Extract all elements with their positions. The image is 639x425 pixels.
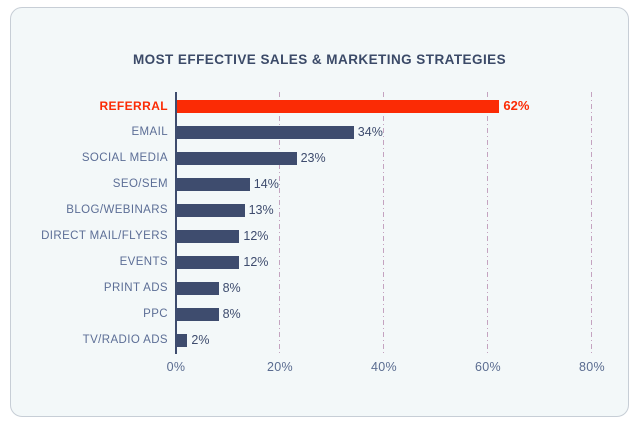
- bar-value-label: 23%: [300, 151, 326, 165]
- bar: [177, 281, 219, 295]
- bar-row: 8%: [175, 301, 627, 327]
- bar: [177, 229, 240, 243]
- x-tick-label: 0%: [166, 360, 186, 374]
- category-label: SEO/SEM: [112, 178, 168, 190]
- category-label: EMAIL: [131, 126, 168, 138]
- x-tick-label: 40%: [371, 360, 397, 374]
- y-axis-line: [175, 92, 177, 354]
- bar: [177, 203, 245, 217]
- bar-value-label: 8%: [222, 281, 241, 295]
- bar: [177, 255, 240, 269]
- x-tick-label: 80%: [579, 360, 605, 374]
- bar-value-label: 12%: [243, 229, 269, 243]
- x-axis: 0% 20% 40% 60% 80%: [167, 360, 627, 378]
- bar-row: 14%: [175, 171, 627, 197]
- bar-row: 8%: [175, 275, 627, 301]
- bar-row: 13%: [175, 197, 627, 223]
- gridline: [279, 92, 280, 354]
- bar: [177, 125, 354, 139]
- bar-row: 2%: [175, 327, 627, 353]
- plot-area: 62% 34% 23% 14% 13% 12% 12% 8% 8% 2%: [175, 92, 627, 354]
- bar-value-label: 13%: [248, 203, 274, 217]
- bar: [177, 333, 188, 347]
- bar: [177, 99, 500, 113]
- bar-row: 34%: [175, 119, 627, 145]
- category-label: BLOG/WEBINARS: [66, 204, 168, 216]
- gridline: [487, 92, 488, 354]
- bar-value-label: 14%: [253, 177, 279, 191]
- bar-row: 23%: [175, 145, 627, 171]
- chart-card: MOST EFFECTIVE SALES & MARKETING STRATEG…: [10, 7, 629, 417]
- bar: [177, 151, 297, 165]
- category-labels: REFERRAL EMAIL SOCIAL MEDIA SEO/SEM BLOG/WEB…: [11, 93, 168, 353]
- bar-value-label: 62%: [503, 98, 530, 113]
- category-label: REFERRAL: [99, 99, 168, 113]
- category-label: SOCIAL MEDIA: [81, 152, 168, 164]
- category-label: TV/RADIO ADS: [82, 334, 168, 346]
- bar: [177, 177, 250, 191]
- chart-title: MOST EFFECTIVE SALES & MARKETING STRATEG…: [132, 52, 507, 67]
- x-tick-label: 20%: [267, 360, 293, 374]
- bar-value-label: 12%: [243, 255, 269, 269]
- bar-row: 12%: [175, 249, 627, 275]
- bar-row: 62%: [175, 93, 627, 119]
- bar-value-label: 2%: [191, 333, 210, 347]
- bar-rows: 62% 34% 23% 14% 13% 12% 12% 8% 8% 2%: [175, 93, 627, 353]
- gridline: [383, 92, 384, 354]
- bar-value-label: 8%: [222, 307, 241, 321]
- category-label: PRINT ADS: [103, 282, 168, 294]
- category-label: EVENTS: [119, 256, 168, 268]
- category-label: PPC: [143, 308, 168, 320]
- bar: [177, 307, 219, 321]
- gridline: [591, 92, 592, 354]
- x-tick-label: 60%: [475, 360, 501, 374]
- bar-row: 12%: [175, 223, 627, 249]
- bar-value-label: 34%: [357, 125, 383, 139]
- category-label: DIRECT MAIL/FLYERS: [41, 230, 168, 242]
